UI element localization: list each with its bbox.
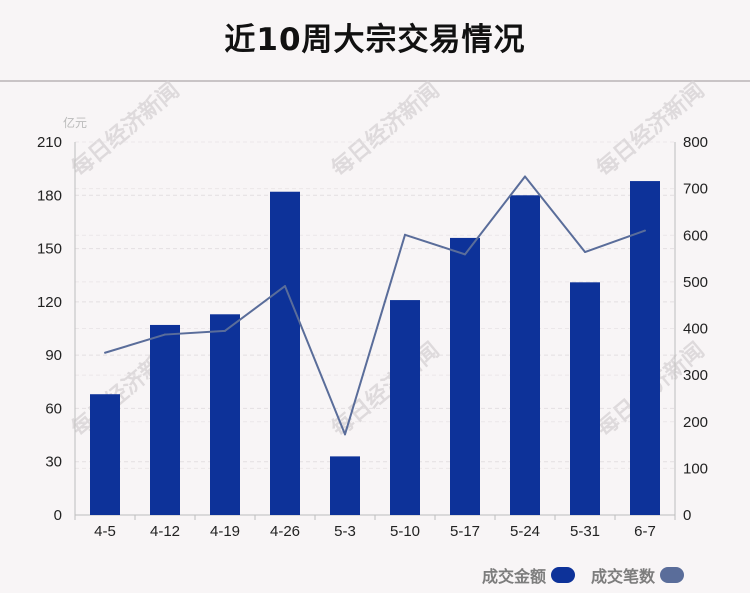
left-y-tick-210: 210 bbox=[37, 134, 62, 151]
bar-5-17 bbox=[450, 237, 480, 515]
left-y-tick-30: 30 bbox=[45, 454, 62, 471]
line-point-4-12 bbox=[164, 333, 166, 336]
x-tick-label-4-12: 4-12 bbox=[150, 523, 180, 540]
right-y-tick-0: 0 bbox=[683, 507, 691, 524]
bar-4-5 bbox=[90, 394, 120, 515]
title-divider bbox=[0, 80, 750, 82]
watermark-2: 每日经济新闻 bbox=[592, 77, 710, 182]
line-point-4-26 bbox=[284, 285, 286, 288]
line-point-6-7 bbox=[644, 229, 646, 232]
left-y-tick-0: 0 bbox=[54, 507, 62, 524]
legend-swatch-amount bbox=[550, 567, 575, 583]
line-point-5-10 bbox=[404, 233, 406, 236]
x-tick-label-4-5: 4-5 bbox=[94, 523, 116, 540]
left-y-tick-90: 90 bbox=[45, 347, 62, 364]
chart-title: 近10周大宗交易情况 bbox=[224, 22, 526, 58]
right-y-tick-labels: 0 100 200 300 400 500 600 700 800 bbox=[683, 134, 708, 524]
x-tick-labels: 4-5 4-12 4-19 4-26 5-3 5-10 5-17 5-24 5-31 6-7 bbox=[94, 523, 656, 540]
right-y-tick-700: 700 bbox=[683, 181, 708, 198]
bar-5-31 bbox=[570, 282, 600, 515]
line-point-5-24 bbox=[524, 175, 526, 178]
x-tick-label-4-26: 4-26 bbox=[270, 523, 300, 540]
line-point-4-5 bbox=[104, 351, 106, 354]
right-y-tick-100: 100 bbox=[683, 460, 708, 477]
line-series bbox=[104, 175, 646, 436]
left-y-tick-150: 150 bbox=[37, 241, 62, 258]
line-point-5-3 bbox=[344, 433, 346, 436]
x-tick-label-4-19: 4-19 bbox=[210, 523, 240, 540]
left-y-tick-labels: 0 30 60 90 120 150 180 210 bbox=[37, 134, 62, 524]
legend-label-amount: 成交金额 bbox=[481, 567, 546, 586]
legend-item-amount: 成交金额 bbox=[482, 563, 575, 587]
legend-label-count: 成交笔数 bbox=[590, 567, 655, 586]
legend: 成交金额 成交笔数 bbox=[466, 563, 684, 587]
bar-6-7 bbox=[630, 181, 660, 516]
bar-4-12 bbox=[150, 324, 180, 515]
line-point-5-31 bbox=[584, 251, 586, 254]
left-y-tick-180: 180 bbox=[37, 187, 62, 204]
x-tick-label-5-31: 5-31 bbox=[570, 523, 600, 540]
left-y-tick-120: 120 bbox=[37, 294, 62, 311]
right-y-tick-200: 200 bbox=[683, 414, 708, 431]
x-tick-label-6-7: 6-7 bbox=[634, 523, 656, 540]
right-y-tick-800: 800 bbox=[683, 134, 708, 151]
right-y-tick-600: 600 bbox=[683, 227, 708, 244]
bar-series bbox=[90, 181, 660, 516]
left-y-tick-60: 60 bbox=[45, 400, 62, 417]
watermark-4: 每日经济新闻 bbox=[327, 337, 445, 442]
right-y-tick-400: 400 bbox=[683, 321, 708, 338]
line-point-4-19 bbox=[224, 329, 226, 332]
x-tick-label-5-17: 5-17 bbox=[450, 523, 480, 540]
right-y-tick-300: 300 bbox=[683, 367, 708, 384]
bar-4-26 bbox=[270, 191, 300, 515]
x-tick-label-5-3: 5-3 bbox=[334, 523, 356, 540]
watermark-0: 每日经济新闻 bbox=[67, 77, 185, 182]
bar-5-10 bbox=[390, 300, 420, 515]
watermark-1: 每日经济新闻 bbox=[327, 77, 445, 182]
legend-swatch-count bbox=[660, 567, 684, 583]
bar-5-24 bbox=[510, 195, 540, 516]
left-axis-unit: 亿元 bbox=[63, 116, 88, 130]
bar-5-3 bbox=[330, 456, 360, 515]
legend-item-count: 成交笔数 bbox=[591, 563, 684, 587]
bar-4-19 bbox=[210, 314, 240, 515]
x-tick-label-5-24: 5-24 bbox=[510, 523, 540, 540]
line-point-5-17 bbox=[464, 253, 466, 256]
right-y-tick-500: 500 bbox=[683, 274, 708, 291]
x-tick-label-5-10: 5-10 bbox=[390, 523, 420, 540]
line-成交笔数 bbox=[104, 175, 646, 436]
